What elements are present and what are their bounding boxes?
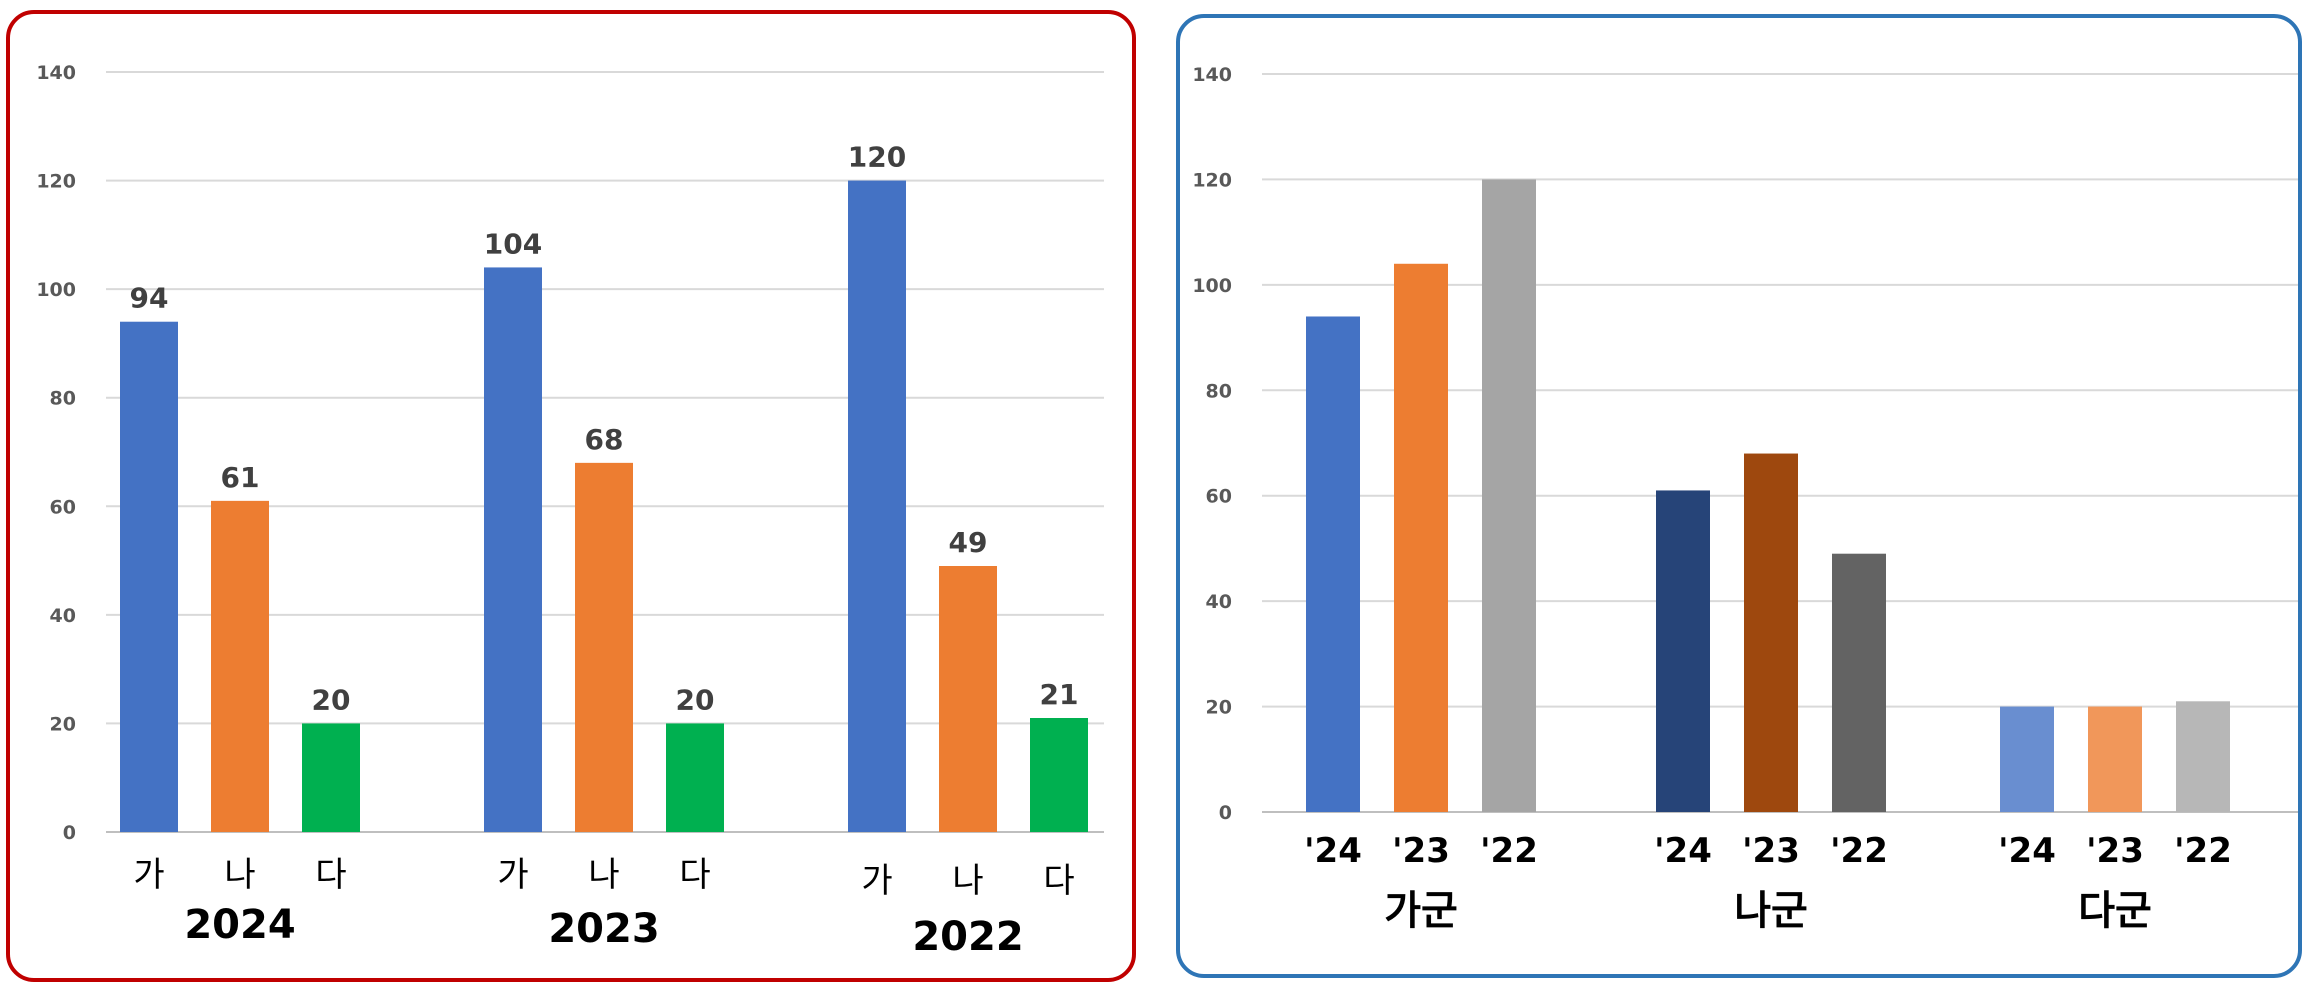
data-label: 20 (312, 683, 351, 716)
x-tick-label: 가 (133, 855, 164, 895)
bar (302, 723, 360, 832)
y-tick-label: 20 (1206, 697, 1232, 719)
right-bar-chart: 0 20 40 60 80 100 120 140 '24 '23 '22 가군 '24 '23 '22 나군… (1192, 64, 2298, 934)
x-tick-label: 다 (315, 855, 346, 895)
y-tick-label: 60 (50, 496, 76, 518)
bar (848, 180, 906, 833)
y-tick-label: 40 (1206, 591, 1232, 613)
x-tick-label: 가 (497, 855, 528, 895)
group-label: 2022 (912, 914, 1023, 960)
x-tick-label: 가 (861, 861, 892, 901)
y-tick-label: 20 (50, 713, 76, 735)
group-label: 나군 (1734, 888, 1808, 934)
bar (1832, 553, 1886, 812)
data-label: 94 (130, 282, 169, 315)
bar (666, 723, 724, 832)
right-chart-panel: 0 20 40 60 80 100 120 140 '24 '23 '22 가군 '24 '23 '22 나군… (1176, 14, 2302, 978)
bar (575, 462, 633, 832)
y-tick-label: 100 (1192, 275, 1232, 297)
bar (939, 566, 997, 832)
group-label: 2024 (184, 902, 295, 948)
data-label: 20 (676, 683, 715, 716)
y-tick-label: 80 (50, 388, 76, 410)
bar (1744, 453, 1798, 812)
group-label: 가군 (1384, 888, 1458, 934)
y-tick-label: 40 (50, 605, 76, 627)
bar (120, 321, 178, 832)
group-label: 2023 (548, 906, 659, 952)
bar (1030, 718, 1088, 832)
data-label: 104 (484, 227, 542, 260)
y-tick-label: 100 (36, 279, 76, 301)
x-tick-label: '24 (1304, 831, 1362, 871)
bar (484, 267, 542, 832)
bar (2176, 701, 2230, 812)
y-tick-label: 60 (1206, 486, 1232, 508)
x-tick-label: 나 (224, 855, 255, 895)
bar (211, 500, 269, 832)
y-tick-label: 80 (1206, 380, 1232, 402)
data-label: 21 (1040, 678, 1079, 711)
left-bar-chart: 0 20 40 60 80 100 120 140 94 가 61 나 20 다 2024 104 가 68 나 20… (36, 62, 1104, 960)
data-label: 68 (585, 423, 624, 456)
data-label: 120 (848, 141, 906, 174)
bar (1306, 316, 1360, 812)
x-tick-label: '24 (1654, 831, 1712, 871)
bar (1482, 179, 1536, 812)
x-tick-label: 나 (952, 861, 983, 901)
x-tick-label: '22 (1480, 831, 1538, 871)
x-tick-label: '22 (1830, 831, 1888, 871)
y-tick-label: 120 (36, 171, 76, 193)
y-tick-label: 0 (63, 822, 76, 844)
left-chart-panel: 0 20 40 60 80 100 120 140 94 가 61 나 20 다 2024 104 가 68 나 20… (6, 10, 1136, 982)
y-tick-label: 140 (1192, 64, 1232, 86)
x-tick-label: 다 (1043, 861, 1074, 901)
bar (2000, 706, 2054, 812)
data-label: 49 (949, 526, 988, 559)
x-tick-label: '23 (2086, 831, 2144, 871)
x-tick-label: '23 (1742, 831, 1800, 871)
bar (2088, 706, 2142, 812)
y-tick-label: 120 (1192, 169, 1232, 191)
y-tick-label: 140 (36, 62, 76, 84)
data-label: 61 (221, 461, 260, 494)
bar (1656, 490, 1710, 812)
bar (1394, 263, 1448, 812)
x-tick-label: '22 (2174, 831, 2232, 871)
x-tick-label: '24 (1998, 831, 2056, 871)
x-tick-label: 다 (679, 855, 710, 895)
x-tick-label: '23 (1392, 831, 1450, 871)
group-label: 다군 (2078, 888, 2152, 934)
x-tick-label: 나 (588, 855, 619, 895)
y-tick-label: 0 (1219, 802, 1232, 824)
